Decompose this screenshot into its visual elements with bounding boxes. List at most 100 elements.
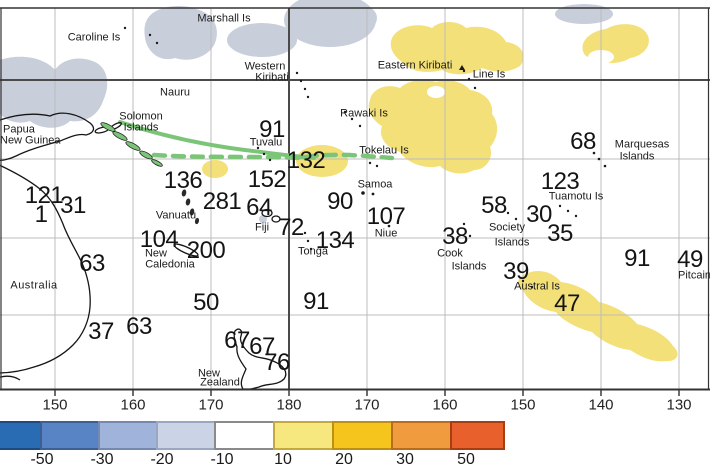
x-tick-label: 130 [666, 396, 692, 414]
label-samoa: Samoa [357, 178, 393, 191]
label-caroline-is: Caroline Is [67, 31, 121, 44]
small-island-dots [123, 26, 607, 289]
shade-png-north [0, 56, 108, 128]
label-austral-is: Austral Is [514, 280, 560, 293]
colorbar-tick-label: -50 [30, 451, 54, 468]
colorbar-tick-label: 10 [274, 451, 292, 468]
station-value: 200 [186, 237, 226, 264]
label-western-kiribati-2: Kiribati [255, 71, 289, 84]
station-value: 49 [677, 246, 703, 273]
coast-new-guinea [0, 112, 95, 162]
colorbar-segment [273, 421, 334, 450]
station-value: 91 [303, 288, 329, 315]
island-fiji-main [261, 208, 273, 218]
colorbar-tick-label: -10 [210, 451, 234, 468]
coast-new-zealand [233, 328, 287, 390]
negative-anomaly-shading [0, 0, 613, 223]
station-value: 68 [570, 128, 596, 155]
colorbar-segment [391, 421, 452, 450]
colorbar-tick-label: -20 [150, 451, 174, 468]
station-value: 31 [60, 192, 86, 219]
colorbar-segment [214, 421, 275, 450]
colorbar [0, 421, 505, 450]
hole-rawaki [427, 86, 445, 98]
label-solomon-2: Islands [123, 121, 159, 134]
label-new-caledonia-1: New [144, 247, 168, 260]
colorbar-tick-label: -30 [90, 451, 114, 468]
label-new-caledonia-2: Caledonia [145, 258, 195, 271]
station-value: 37 [88, 318, 114, 345]
label-line-is: Line Is [472, 68, 506, 81]
label-new-zealand-2: Zealand [200, 376, 240, 389]
spcz-dashed-line [151, 152, 395, 161]
shade-caroline [144, 6, 217, 60]
station-value: 67 [249, 333, 275, 360]
colorbar-tick-label: 50 [457, 451, 475, 468]
station-value: 67 [224, 327, 250, 354]
label-society-1: Society [488, 221, 526, 234]
x-tick-label: 150 [510, 396, 536, 414]
shade-vanuatu-north [202, 160, 228, 178]
station-value: 123 [540, 168, 580, 195]
shade-fiji-dot [259, 215, 267, 223]
station-value: 91 [259, 116, 285, 143]
station-value: 281 [202, 188, 242, 215]
vanuatu-island-chain [181, 189, 200, 225]
station-value: 64 [246, 194, 272, 221]
x-tick-label: 140 [588, 396, 614, 414]
label-pitcairn-is: Pitcairn Is [678, 269, 710, 282]
station-value: 72 [278, 214, 304, 241]
convergence-zone-lines [118, 120, 395, 161]
label-nauru: Nauru [160, 86, 190, 99]
station-value: 38 [442, 223, 468, 250]
station-value: 90 [327, 188, 353, 215]
colorbar-tick-label: 20 [335, 451, 353, 468]
positive-anomaly-shading [202, 22, 678, 362]
station-value: 63 [79, 250, 105, 277]
label-society-2: Islands [494, 236, 530, 249]
station-value: 47 [554, 290, 580, 317]
x-tick-label: 170 [198, 396, 224, 414]
label-marquesas-2: Islands [619, 150, 655, 163]
label-tuamotu-is: Tuamotu Is [548, 190, 604, 203]
station-value: 134 [315, 227, 355, 254]
line-is-marker [459, 65, 465, 70]
shade-austral-band [518, 271, 678, 362]
colorbar-segment [0, 421, 42, 450]
colorbar-segment [98, 421, 158, 450]
x-tick-label: 180 [276, 396, 302, 414]
label-niue: Niue [374, 227, 398, 240]
colorbar-segment [450, 421, 505, 450]
label-new-zealand-1: New [197, 367, 221, 380]
station-value: 76 [264, 349, 290, 376]
colorbar-segment [40, 421, 100, 450]
colorbar-segment [156, 421, 216, 450]
station-value: 1 [34, 201, 48, 228]
station-value: 58 [481, 192, 507, 219]
label-cook-1: Cook [437, 247, 463, 260]
station-value: 30 [526, 201, 552, 228]
x-tick-label: 160 [432, 396, 458, 414]
shade-top-right [555, 4, 613, 24]
station-value: 35 [547, 220, 573, 247]
x-tick-label: 160 [120, 396, 146, 414]
colorbar-tick-label: 30 [396, 451, 414, 468]
station-value: 152 [247, 166, 287, 193]
solomon-island-chain [100, 122, 163, 167]
station-value: 104 [139, 226, 179, 253]
coast-australia-south [0, 375, 21, 381]
label-western-kiribati-1: Western [244, 60, 286, 73]
station-value: 121 [24, 182, 64, 209]
map-frame [0, 7, 710, 391]
shade-top-center-east [349, 6, 377, 30]
label-rawaki-is: Rawaki Is [340, 107, 388, 120]
label-australia: Australia [10, 279, 58, 292]
island-fiji-east [271, 215, 281, 223]
shade-nauru-west [227, 23, 297, 57]
map-graphics [0, 0, 710, 396]
label-solomon-1: Solomon [119, 110, 163, 123]
map-area: Caroline Is Marshall Is Western Kiribati… [0, 0, 710, 414]
axis-ticks [54, 390, 680, 396]
label-papua-2: New Guinea [0, 134, 61, 147]
station-value: 107 [366, 203, 406, 230]
